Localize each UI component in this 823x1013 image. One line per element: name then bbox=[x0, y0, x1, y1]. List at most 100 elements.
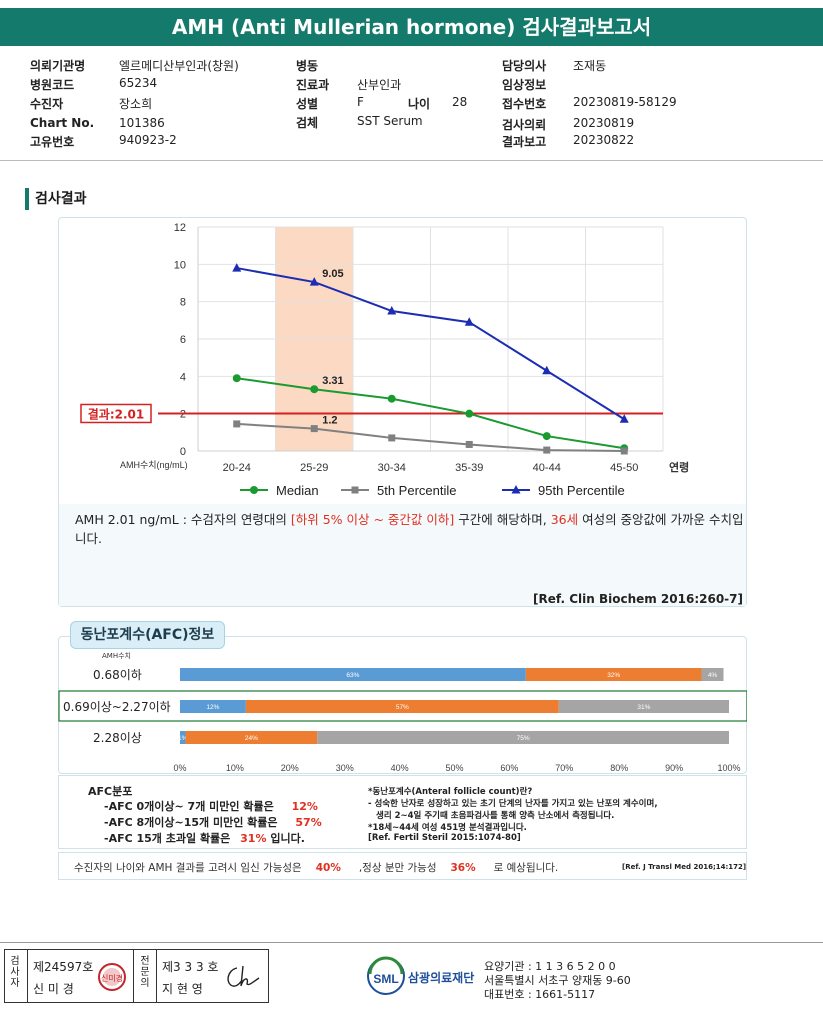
afc-bar-label: 4% bbox=[708, 672, 718, 679]
p95-point bbox=[464, 317, 474, 326]
afc-bar-label: 57% bbox=[396, 704, 409, 711]
afc-bar-segment bbox=[317, 731, 729, 744]
afc-bar-label: 12% bbox=[206, 704, 219, 711]
p5-point bbox=[310, 425, 318, 433]
afc-bar-segment bbox=[180, 700, 246, 713]
unique-id-value: 940923-2 bbox=[119, 133, 177, 147]
dept-value: 산부인과 bbox=[357, 78, 402, 92]
series-line-median bbox=[236, 377, 625, 450]
x-tick-label: 40-44 bbox=[533, 462, 561, 474]
afc-bar-label: 31% bbox=[637, 704, 650, 711]
report-date-label: 결과보고 bbox=[502, 135, 547, 149]
result-age-highlight: 36세 bbox=[550, 512, 579, 527]
p5-point bbox=[388, 434, 396, 442]
ward-label: 병동 bbox=[296, 59, 319, 73]
doctor-value: 조재동 bbox=[573, 59, 607, 73]
examiner-label: 검사자 bbox=[10, 956, 20, 989]
afc-amh-label: AMH수치 bbox=[102, 651, 131, 660]
y-tick-label: 10 bbox=[174, 259, 186, 271]
afc-note-3: 생리 2~4일 주기때 초음파검사를 통해 양측 난소에서 측정됩니다. bbox=[376, 811, 615, 821]
series-line-5th-percentile bbox=[236, 422, 625, 452]
data-label: 1.2 bbox=[322, 415, 337, 427]
afc-x-tick: 80% bbox=[610, 763, 628, 773]
afc-item-3: -AFC 15개 초과일 확률은 31% 입니다. bbox=[104, 830, 305, 846]
age-value: 28 bbox=[452, 95, 468, 109]
afc-bar-segment bbox=[180, 668, 526, 681]
afc-item-2-value: 57% bbox=[295, 816, 322, 829]
afc-x-tick: 60% bbox=[500, 763, 518, 773]
p5-point bbox=[543, 446, 551, 454]
dept-label: 진료과 bbox=[296, 78, 330, 92]
x-tick-label: 20-24 bbox=[223, 462, 251, 474]
result-range-highlight: [하위 5% 이상 ~ 중간값 이하] bbox=[290, 512, 455, 527]
afc-x-tick: 30% bbox=[336, 763, 354, 773]
afc-x-tick: 10% bbox=[226, 763, 244, 773]
clinical-info-label: 임상정보 bbox=[502, 78, 547, 92]
sml-logo-icon: SML bbox=[367, 956, 405, 995]
data-label: 9.05 bbox=[322, 268, 343, 280]
sex-value: F bbox=[357, 95, 364, 109]
specialist-signature bbox=[227, 965, 260, 987]
legend-label: Median bbox=[276, 483, 319, 498]
afc-item-2: -AFC 8개이상~15개 미만인 확률은 57% bbox=[104, 814, 322, 830]
y-tick-label: 8 bbox=[180, 297, 186, 309]
unique-id-label: 고유번호 bbox=[30, 135, 75, 149]
reference-clin-biochem: [Ref. Clin Biochem 2016:260-7] bbox=[533, 592, 743, 606]
doctor-label: 담당의사 bbox=[502, 59, 547, 73]
afc-item-1-value: 12% bbox=[291, 800, 318, 813]
p95-point bbox=[387, 306, 397, 315]
afc-row-label: 0.69이상~2.27이하 bbox=[63, 700, 171, 714]
prognosis-text: 수진자의 나이와 AMH 결과를 고려시 임신 가능성은 40% ,정상 분만 가능… bbox=[74, 860, 558, 875]
p95-point bbox=[542, 365, 552, 375]
p95-point bbox=[232, 263, 242, 272]
signature-box: 검사자 제24597호 신 미 경 신미경 전문의 제3 3 3 호 지 현 영 bbox=[4, 949, 269, 1003]
x-tick-label: 25-29 bbox=[300, 462, 328, 474]
result-label: 결과:2.01 bbox=[88, 406, 145, 421]
institution-value: 엘르메디산부인과(창원) bbox=[119, 59, 239, 73]
afc-x-tick: 40% bbox=[391, 763, 409, 773]
p95-point bbox=[619, 414, 629, 423]
org-name: 삼광의료재단 bbox=[408, 971, 475, 985]
afc-item-3-value: 31% bbox=[240, 832, 267, 845]
afc-list-title: AFC분포 bbox=[88, 785, 133, 798]
series-line-95th-percentile bbox=[236, 267, 625, 421]
sex-label: 성별 bbox=[296, 97, 319, 111]
corp-address: 서울특별시 서초구 양재동 9-60 bbox=[484, 974, 631, 987]
chart-no-value: 101386 bbox=[119, 116, 165, 130]
prognosis-post: 로 예상됩니다. bbox=[493, 862, 559, 874]
afc-bar-segment bbox=[558, 700, 729, 713]
hospital-code-value: 65234 bbox=[119, 76, 158, 90]
afc-bar-label: 24% bbox=[245, 735, 258, 742]
y-axis-label: AMH수치(ng/mL) bbox=[120, 459, 188, 470]
prognosis-mid: ,정상 분만 가능성 bbox=[358, 862, 437, 874]
header-divider bbox=[0, 160, 823, 161]
afc-x-tick: 50% bbox=[445, 763, 463, 773]
result-text-box bbox=[59, 504, 746, 606]
age-label: 나이 bbox=[408, 97, 431, 111]
afc-x-tick: 70% bbox=[555, 763, 573, 773]
y-tick-label: 2 bbox=[180, 409, 186, 421]
patient-label: 수진자 bbox=[30, 97, 64, 111]
afc-bar-label: 32% bbox=[607, 672, 620, 679]
request-date-label: 검사의뢰 bbox=[502, 118, 547, 132]
prognosis-delivery-rate: 36% bbox=[450, 862, 476, 874]
afc-item-3-post: 입니다. bbox=[270, 832, 305, 845]
result-label-box bbox=[80, 403, 152, 424]
afc-x-tick: 0% bbox=[173, 763, 186, 773]
afc-info-box bbox=[58, 775, 747, 849]
p5-point bbox=[351, 486, 359, 494]
afc-x-tick: 100% bbox=[717, 763, 740, 773]
afc-bar-label: 63% bbox=[346, 672, 359, 679]
afc-bar-label: 1% bbox=[178, 735, 188, 742]
specimen-label: 검체 bbox=[296, 116, 319, 130]
result-text-part1: AMH 2.01 ng/mL : 수검자의 연령대의 bbox=[75, 512, 291, 527]
hospital-code-label: 병원코드 bbox=[30, 78, 75, 92]
receipt-no-label: 접수번호 bbox=[502, 97, 547, 111]
specialist-license: 제3 3 3 호 bbox=[162, 960, 219, 974]
report-date-value: 20230822 bbox=[573, 133, 635, 147]
median-point bbox=[465, 409, 474, 418]
afc-note-4: *18세~44세 여성 451명 분석결과입니다. bbox=[368, 823, 527, 833]
data-label: 3.31 bbox=[322, 375, 343, 387]
result-description: AMH 2.01 ng/mL : 수검자의 연령대의 [하위 5% 이상 ~ 중… bbox=[75, 510, 745, 548]
examiner-license: 제24597호 bbox=[33, 960, 94, 974]
